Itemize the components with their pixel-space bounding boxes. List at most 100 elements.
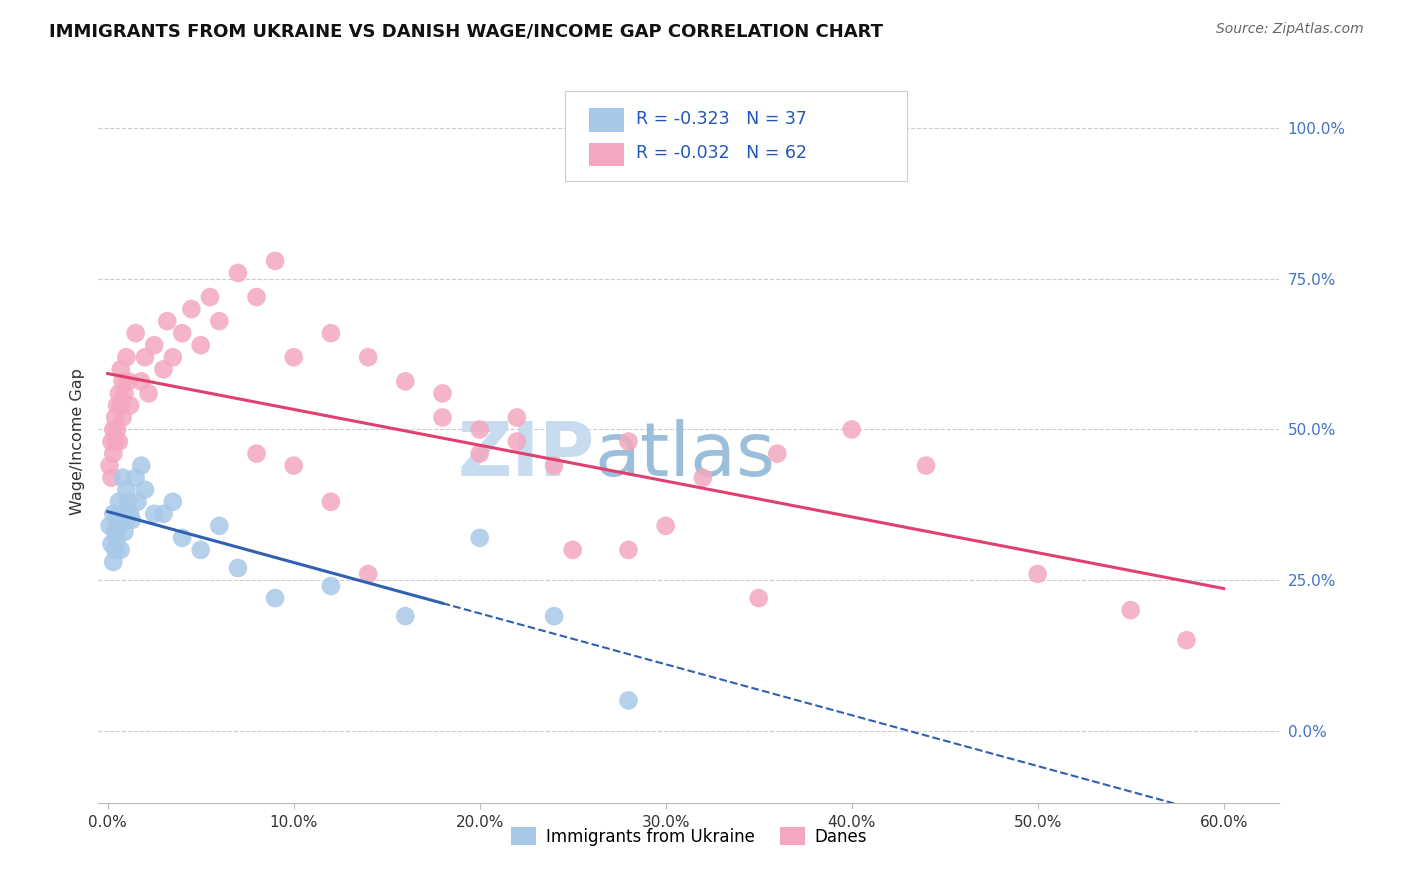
Point — [264, 253, 287, 268]
Point — [104, 542, 127, 557]
Point — [115, 513, 138, 527]
Point — [98, 518, 121, 533]
Point — [134, 350, 156, 364]
Point — [543, 609, 565, 624]
Point — [394, 609, 416, 624]
Point — [129, 458, 152, 473]
Point — [180, 301, 202, 317]
Point — [841, 422, 863, 436]
Point — [617, 693, 640, 707]
Point — [468, 531, 491, 545]
Point — [105, 422, 128, 436]
FancyBboxPatch shape — [565, 91, 907, 181]
Point — [506, 410, 529, 425]
Legend: Immigrants from Ukraine, Danes: Immigrants from Ukraine, Danes — [505, 821, 873, 852]
Point — [124, 326, 146, 340]
Point — [226, 266, 249, 280]
Point — [105, 398, 128, 412]
Text: R = -0.032   N = 62: R = -0.032 N = 62 — [636, 145, 807, 162]
Point — [110, 362, 132, 376]
Point — [190, 542, 212, 557]
Point — [208, 314, 231, 328]
Point — [103, 446, 125, 460]
Point — [319, 579, 342, 593]
Point — [432, 410, 454, 425]
Point — [100, 537, 122, 551]
Point — [283, 350, 305, 364]
Point — [114, 524, 136, 539]
Point — [162, 494, 184, 508]
Point — [766, 446, 789, 460]
Point — [617, 542, 640, 557]
Point — [162, 350, 184, 364]
Point — [100, 470, 122, 484]
Point — [103, 555, 125, 569]
Text: R = -0.323   N = 37: R = -0.323 N = 37 — [636, 110, 807, 128]
Point — [190, 338, 212, 352]
Point — [561, 542, 583, 557]
Point — [357, 567, 380, 582]
Point — [111, 374, 134, 388]
Point — [110, 542, 132, 557]
Point — [319, 326, 342, 340]
Point — [118, 398, 141, 412]
Point — [915, 458, 938, 473]
Point — [506, 434, 529, 449]
Point — [283, 458, 305, 473]
Point — [115, 483, 138, 497]
Point — [1026, 567, 1049, 582]
Point — [108, 494, 131, 508]
Point — [156, 314, 179, 328]
Point — [152, 362, 174, 376]
Text: atlas: atlas — [595, 419, 776, 492]
Text: Source: ZipAtlas.com: Source: ZipAtlas.com — [1216, 22, 1364, 37]
Point — [105, 531, 128, 545]
Point — [114, 386, 136, 401]
Point — [1119, 603, 1142, 617]
Point — [692, 470, 714, 484]
Point — [654, 518, 676, 533]
Point — [108, 518, 131, 533]
Point — [138, 386, 160, 401]
Point — [104, 524, 127, 539]
Point — [111, 410, 134, 425]
Point — [617, 434, 640, 449]
Point — [198, 290, 221, 304]
Point — [468, 422, 491, 436]
Point — [172, 531, 194, 545]
Point — [208, 518, 231, 533]
Point — [104, 434, 127, 449]
Point — [357, 350, 380, 364]
Point — [543, 458, 565, 473]
Point — [110, 398, 132, 412]
Point — [226, 561, 249, 575]
Point — [111, 470, 134, 484]
Point — [152, 507, 174, 521]
FancyBboxPatch shape — [589, 109, 624, 132]
Point — [129, 374, 152, 388]
Point — [105, 513, 128, 527]
Point — [172, 326, 194, 340]
Point — [432, 386, 454, 401]
Point — [108, 386, 131, 401]
Point — [264, 591, 287, 606]
Point — [118, 507, 141, 521]
Point — [127, 494, 149, 508]
Point — [319, 494, 342, 508]
Point — [100, 434, 122, 449]
Point — [124, 470, 146, 484]
Point — [468, 446, 491, 460]
Point — [111, 507, 134, 521]
Point — [143, 338, 166, 352]
Point — [108, 434, 131, 449]
FancyBboxPatch shape — [589, 143, 624, 166]
Point — [103, 422, 125, 436]
Point — [394, 374, 416, 388]
Point — [117, 494, 139, 508]
Point — [104, 410, 127, 425]
Point — [748, 591, 770, 606]
Point — [245, 446, 267, 460]
Point — [110, 507, 132, 521]
Point — [103, 507, 125, 521]
Point — [98, 458, 121, 473]
